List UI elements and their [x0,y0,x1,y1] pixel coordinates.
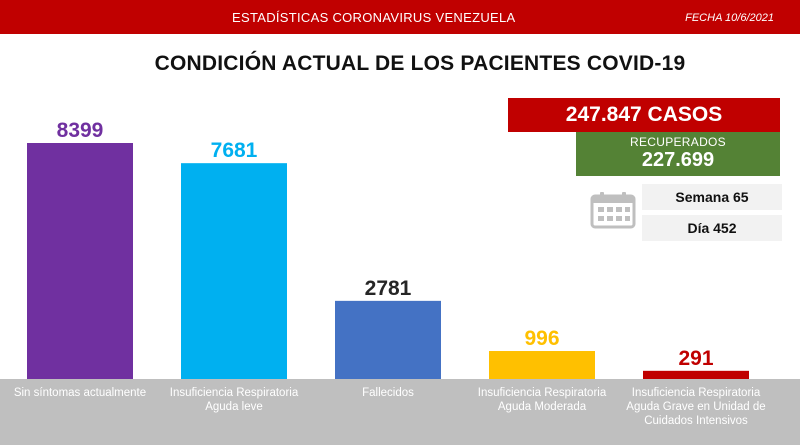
chart-title: CONDICIÓN ACTUAL DE LOS PACIENTES COVID-… [154,52,686,75]
x-tick-label-4: Insuficiencia Respiratoria Aguda Grave e… [626,387,766,427]
x-axis-band [0,379,800,445]
bar-0 [27,143,133,379]
bar-1 [181,163,287,379]
x-tick-label-1: Insuficiencia Respiratoria Aguda leve [169,387,299,413]
x-tick-label-3: Insuficiencia Respiratoria Aguda Moderad… [477,387,607,413]
bar-4 [643,370,749,379]
header-date: FECHA 10/6/2021 [685,12,774,24]
recovered-label: RECUPERADOS [630,135,726,149]
calendar-icon [590,192,636,229]
bar-2 [335,300,441,379]
header-bar: ESTADÍSTICAS CORONAVIRUS VENEZUELA FECHA… [0,0,800,34]
total-cases-badge: 247.847 CASOS [508,98,780,132]
header-title: ESTADÍSTICAS CORONAVIRUS VENEZUELA [232,10,516,25]
bar-value-label-0: 8399 [57,119,104,142]
bar-value-label-4: 291 [678,347,713,370]
recovered-badge: RECUPERADOS 227.699 [576,132,780,176]
bar-value-label-2: 2781 [365,277,412,300]
x-tick-label-2: Fallecidos [362,387,414,399]
day-counter: Día 452 [642,215,782,241]
bar-3 [489,351,595,379]
bar-value-label-3: 996 [524,327,559,350]
recovered-value: 227.699 [641,149,715,171]
bar-value-label-1: 7681 [211,139,258,162]
week-counter: Semana 65 [642,184,782,210]
x-tick-label-0: Sin síntomas actualmente [13,387,147,399]
